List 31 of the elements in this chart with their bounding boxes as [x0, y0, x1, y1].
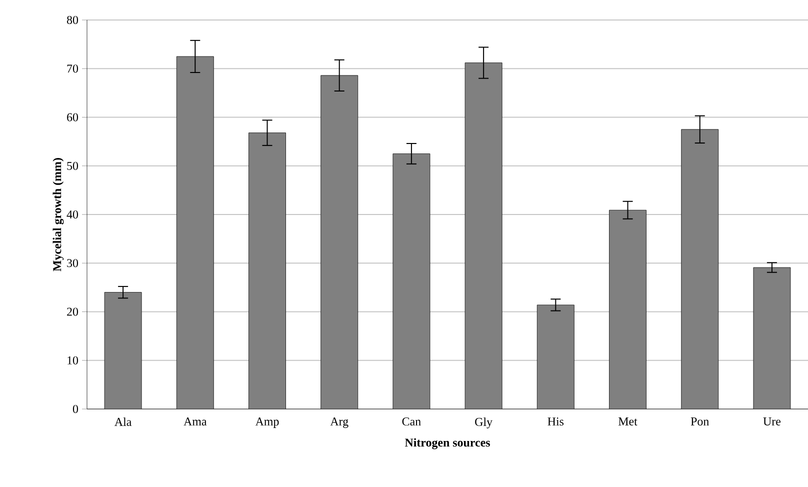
x-tick-label: Amp: [255, 418, 279, 428]
x-tick-label: Gly: [475, 418, 492, 428]
y-tick-label: 70: [67, 64, 78, 73]
bar: [465, 62, 502, 409]
bar: [248, 132, 286, 409]
y-axis-title: Mycelial growth (mm): [52, 158, 64, 272]
x-tick-label: Can: [402, 418, 421, 426]
y-tick-label: 80: [66, 16, 78, 24]
x-tick-label: Arg: [330, 418, 348, 428]
y-tick-label: 10: [68, 356, 78, 364]
bar: [681, 129, 718, 409]
bar: [753, 267, 791, 409]
bar: [320, 75, 358, 409]
y-tick-label: 40: [66, 210, 78, 219]
y-tick-label: 60: [67, 113, 78, 122]
y-tick-label: 20: [67, 308, 78, 316]
y-tick-label: 0: [72, 404, 78, 414]
x-axis-title: Nitrogen sources: [404, 438, 490, 450]
bar: [176, 56, 214, 409]
x-tick-label: Ama: [184, 418, 207, 426]
bar: [104, 292, 142, 409]
bar: [609, 210, 646, 409]
x-tick-label: Met: [618, 418, 638, 426]
bar: [537, 304, 574, 409]
x-tick-label: Pon: [690, 418, 709, 426]
y-tick-label: 50: [67, 162, 78, 170]
x-tick-label: Ala: [114, 418, 132, 426]
x-tick-label: His: [548, 418, 564, 426]
y-tick-label: 30: [67, 259, 78, 268]
bar: [392, 154, 430, 409]
x-tick-label: Ure: [763, 418, 781, 426]
